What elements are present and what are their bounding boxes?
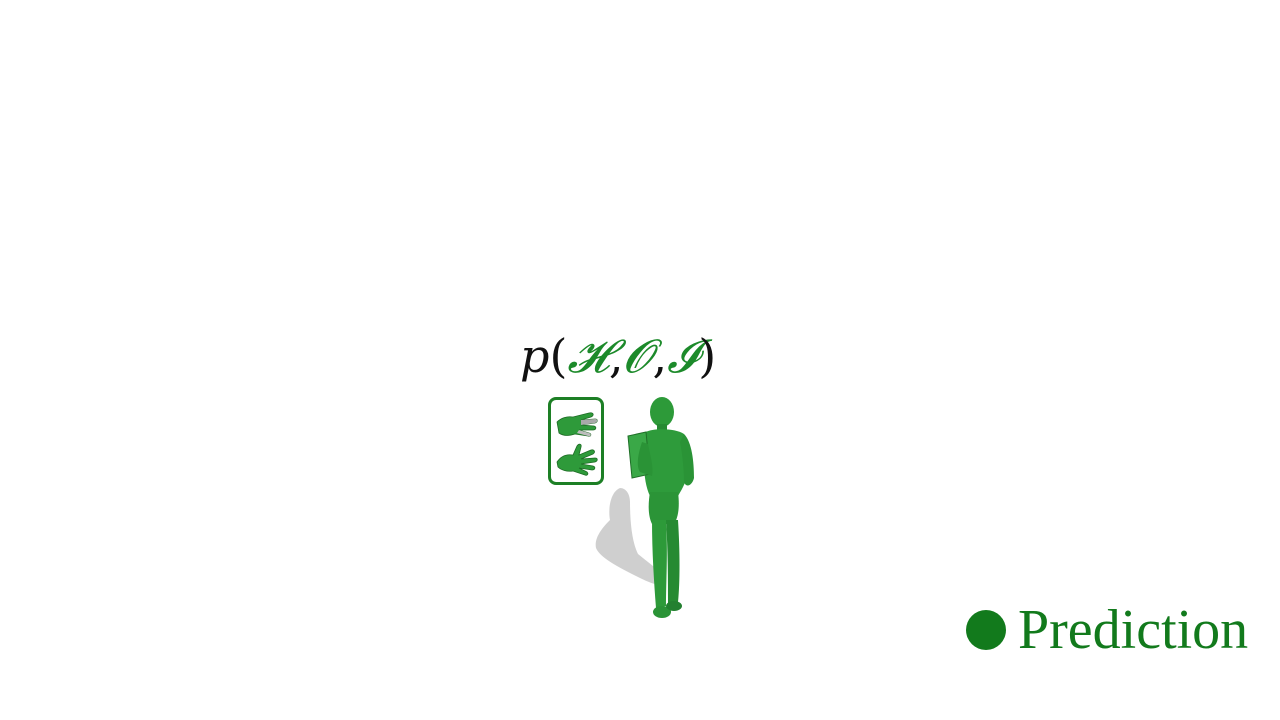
probability-formula: p(𝓗,𝓞,𝓘) <box>520 326 716 386</box>
legend-label: Prediction <box>1018 599 1249 661</box>
hands-inset <box>548 397 604 485</box>
hands-icon <box>556 412 598 476</box>
formula-open-paren: ( <box>549 329 568 383</box>
formula-sep-2: , <box>652 329 668 383</box>
formula-close-paren: ) <box>698 329 717 383</box>
formula-function: p <box>520 329 550 383</box>
legend-marker <box>966 610 1006 650</box>
formula-var-i: 𝓘 <box>667 329 699 383</box>
formula-sep-1: , <box>608 329 624 383</box>
formula-var-o: 𝓞 <box>623 329 653 383</box>
legend: Prediction <box>966 600 1248 660</box>
human-figure-icon <box>595 397 694 618</box>
formula-var-h: 𝓗 <box>567 329 609 383</box>
